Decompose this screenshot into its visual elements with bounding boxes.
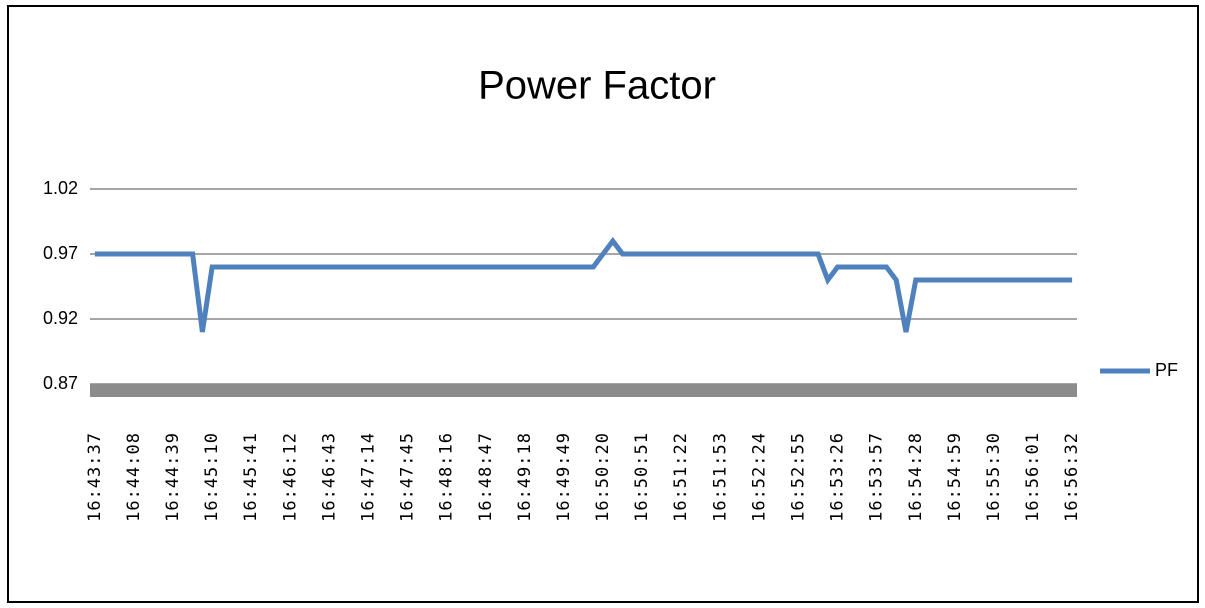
chart-title: Power Factor — [478, 64, 716, 108]
y-tick-label: 0.92 — [43, 308, 78, 328]
x-tick-label: 16:44:39 — [163, 432, 183, 522]
x-tick-label: 16:43:37 — [85, 432, 105, 522]
x-axis — [90, 384, 1077, 397]
y-tick-label: 1.02 — [43, 178, 78, 198]
x-tick-label: 16:45:41 — [241, 432, 261, 522]
x-tick-label: 16:53:26 — [828, 432, 848, 522]
x-tick-label: 16:53:57 — [867, 432, 887, 522]
x-tick-label: 16:45:10 — [202, 432, 222, 522]
x-tick-label: 16:48:16 — [437, 432, 457, 522]
x-tick-label: 16:55:30 — [984, 432, 1004, 522]
x-tick-label: 16:52:24 — [749, 432, 769, 522]
x-tick-label: 16:51:53 — [710, 432, 730, 522]
x-tick-label: 16:54:28 — [906, 432, 926, 522]
data-line — [94, 236, 1073, 333]
x-tick-label: 16:48:47 — [476, 432, 496, 522]
x-tick-label: 16:54:59 — [945, 432, 965, 522]
y-tick-label: 0.97 — [43, 243, 78, 263]
x-tick-label: 16:46:43 — [319, 432, 339, 522]
x-tick-label: 16:44:08 — [124, 432, 144, 522]
x-tick-label: 16:49:49 — [554, 432, 574, 522]
x-tick-label: 16:46:12 — [280, 432, 300, 522]
x-tick-label: 16:47:45 — [398, 432, 418, 522]
x-tick-label: 16:52:55 — [788, 432, 808, 522]
x-tick-label: 16:47:14 — [359, 432, 379, 522]
y-tick-label: 0.87 — [43, 373, 78, 393]
x-tick-label: 16:50:20 — [593, 432, 613, 522]
x-tick-label: 16:56:01 — [1023, 432, 1043, 522]
x-tick-label: 16:50:51 — [632, 432, 652, 522]
x-tick-label: 16:51:22 — [671, 432, 691, 522]
x-tick-label: 16:56:32 — [1062, 432, 1082, 522]
x-tick-label: 16:49:18 — [515, 432, 535, 522]
legend-label: PF — [1155, 360, 1178, 380]
